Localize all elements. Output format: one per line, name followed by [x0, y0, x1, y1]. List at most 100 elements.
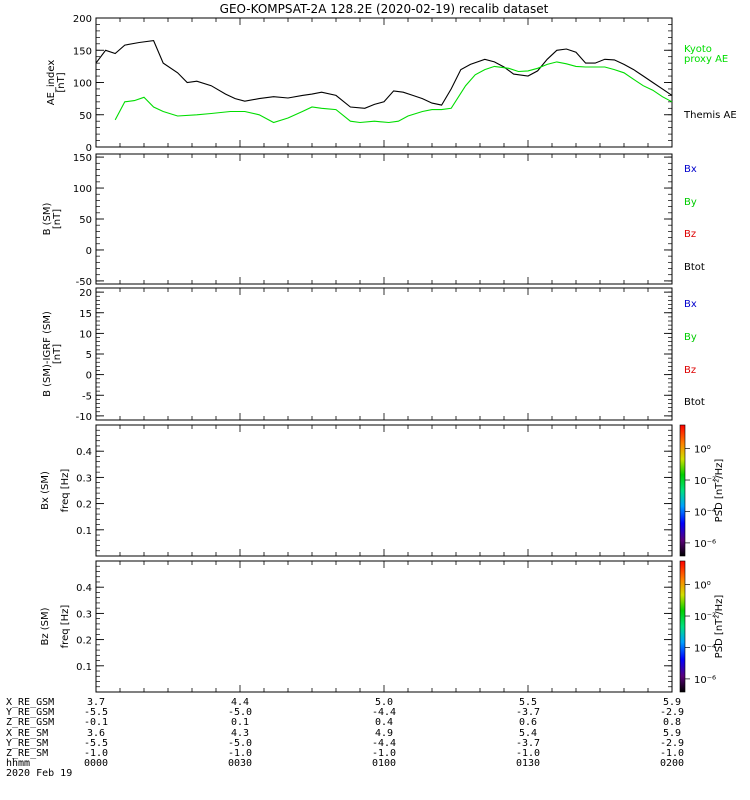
y-tick-label: 5 [86, 350, 92, 361]
bx-spec-panel-colorbar [679, 424, 686, 557]
orbit-row-label: Z_RE_GSM [6, 717, 55, 729]
orbit-row: X_RE_GSM 3.7 4.4 5.0 5.5 5.9 [0, 697, 750, 709]
y-axis-label: freq [Hz] [60, 605, 71, 649]
orbit-row: Z_RE_SM -1.0 -1.0 -1.0 -1.0 -1.0 [0, 748, 750, 760]
orbit-value: 0.1 [230, 717, 250, 729]
y-tick-label: 0.1 [76, 662, 92, 673]
legend-entry: Btot [684, 262, 705, 273]
y-tick-label: 150 [73, 153, 92, 164]
y-axis-label: Bx (SM) [40, 471, 51, 510]
orbit-value: -5.5 [83, 737, 109, 749]
orbit-row-label: Z_RE_SM [6, 748, 49, 759]
orbit-value: -0.1 [83, 717, 109, 729]
orbit-value: 0130 [515, 758, 541, 770]
y-tick-label: 100 [73, 79, 92, 90]
colorbar-label: PSD [nT²/Hz] [714, 595, 725, 659]
legend-entry: Kyoto [684, 44, 712, 55]
orbit-date: 2020 Feb 19 [6, 768, 73, 780]
colorbar-tick-label: 10⁻⁶ [694, 675, 716, 686]
legend-entry: Themis AE [683, 110, 737, 121]
y-tick-label: 200 [73, 14, 92, 25]
y-tick-label: 0.3 [76, 609, 92, 620]
orbit-row: X_RE_SM 3.6 4.3 4.9 5.4 5.9 [0, 727, 750, 740]
y-axis-label: B (SM) [42, 202, 53, 235]
orbit-row-label: X_RE_GSM [6, 697, 55, 708]
y-axis-label: AE_index [46, 60, 57, 106]
y-tick-label: 0 [86, 371, 92, 382]
legend-entry: By [684, 332, 697, 343]
colorbar-tick-label: 10⁻⁴ [694, 507, 716, 518]
orbit-row-label: Y_RE_SM [6, 737, 49, 749]
colorbar-tick-label: 10⁰ [694, 445, 711, 456]
colorbar-tick-label: 10⁻² [694, 476, 716, 487]
orbit-value: -1.0 [659, 748, 685, 759]
orbit-value: -1.0 [83, 748, 109, 759]
y-tick-label: 0.2 [76, 636, 92, 647]
y-axis-label: freq [Hz] [60, 469, 71, 513]
y-tick-label: 150 [73, 46, 92, 57]
y-axis-label: [nT] [56, 72, 67, 92]
legend-entry: Btot [684, 397, 705, 408]
orbit-value: -2.9 [659, 737, 685, 749]
bz-spec-panel-colorbar [679, 560, 686, 693]
colorbar-tick-label: 10⁻⁶ [694, 539, 716, 550]
colorbar-tick-label: 10⁻² [694, 612, 716, 623]
orbit-value: 3.7 [86, 697, 106, 708]
y-tick-label: 0 [86, 246, 92, 257]
orbit-value: 0.4 [374, 717, 394, 729]
colorbar-tick-label: 10⁰ [694, 581, 711, 592]
orbit-value: -3.7 [515, 737, 541, 749]
legend-entry: Bz [684, 365, 696, 376]
orbit-row-label: hhmm [6, 758, 31, 770]
orbit-value: -4.4 [371, 707, 397, 719]
orbit-value: 4.9 [374, 727, 394, 739]
y-axis-label: [nT] [52, 209, 63, 229]
orbit-table: X_RE_GSM 3.7 4.4 5.0 5.5 5.9 Y_RE_GSM -5.5 -5.0-… [0, 697, 750, 800]
orbit-value: 0.6 [518, 717, 538, 729]
bz-spec-panel-frame [95, 560, 673, 693]
orbit-row: hhmm 0000 0030 0100 0130 0200 [0, 759, 750, 770]
orbit-value: -4.4 [371, 737, 397, 749]
orbit-value: 5.5 [518, 697, 538, 708]
y-tick-label: -50 [76, 277, 92, 288]
y-axis-label: [nT] [52, 344, 63, 364]
orbit-value: 5.9 [662, 727, 682, 739]
orbit-value: -1.0 [227, 748, 253, 759]
orbit-value: -5.0 [227, 707, 253, 719]
b-panel-frame [95, 153, 673, 285]
y-tick-label: 50 [79, 215, 92, 226]
orbit-value: 4.4 [230, 697, 250, 708]
y-tick-label: 10 [79, 329, 92, 340]
y-tick-label: 0.2 [76, 500, 92, 511]
orbit-row: Y_RE_SM -5.5 -5.0 -4.4 -3.7 -2.9 [0, 737, 750, 750]
legend-entry: Bz [684, 229, 696, 240]
orbit-value: 4.3 [230, 727, 250, 739]
orbit-value: 0030 [227, 758, 253, 770]
y-axis-label: Bz (SM) [40, 607, 51, 645]
y-axis-label: B (SM)-IGRF (SM) [42, 311, 53, 397]
db-panel-frame [95, 287, 673, 421]
orbit-value: 0200 [659, 758, 685, 770]
legend-entry: By [684, 197, 697, 208]
orbit-row: Z_RE_GSM -0.1 0.1 0.4 0.6 0.8 [0, 718, 750, 729]
bx-spec-panel-frame [95, 424, 673, 557]
orbit-row-label: X_RE_SM [6, 727, 49, 739]
y-tick-label: 0 [86, 143, 92, 154]
chart-title: GEO-KOMPSAT-2A 128.2E (2020-02-19) recal… [220, 2, 549, 16]
ae-panel-frame [95, 17, 673, 148]
legend-entry: Bx [684, 299, 697, 310]
colorbar-label: PSD [nT²/Hz] [714, 459, 725, 523]
series-line-themis-ae [95, 40, 673, 109]
y-tick-label: -10 [76, 412, 92, 423]
orbit-value: -1.0 [371, 748, 397, 759]
orbit-value: 0100 [371, 758, 397, 770]
y-tick-label: 50 [79, 111, 92, 122]
y-tick-label: 0.4 [76, 583, 92, 594]
orbit-value: 5.4 [518, 727, 538, 739]
y-tick-label: 100 [73, 184, 92, 195]
orbit-value: -3.7 [515, 707, 541, 719]
orbit-value: -2.9 [659, 707, 685, 719]
orbit-value: -5.0 [227, 737, 253, 749]
orbit-value: 0000 [83, 758, 109, 770]
